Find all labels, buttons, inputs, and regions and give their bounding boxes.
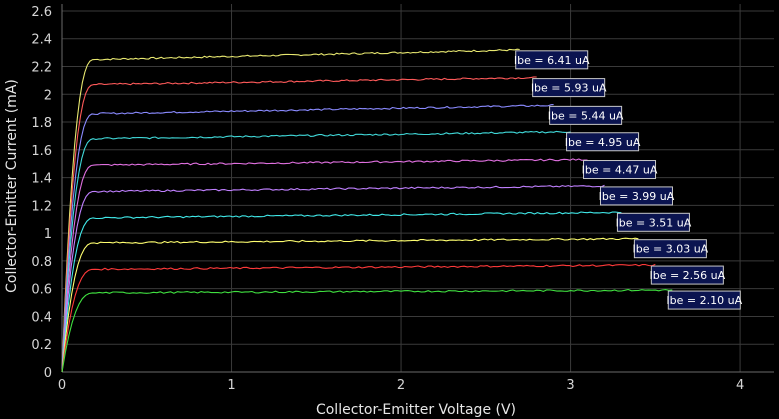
series-label: Ibe = 2.56 uA	[649, 265, 726, 285]
series-labels: Ibe = 6.41 uA Ibe = 5.93 uA Ibe = 5.44 uA I…	[514, 50, 743, 310]
series-line	[61, 48, 520, 373]
curves	[61, 48, 673, 373]
series-label: Ibe = 3.03 uA	[633, 239, 709, 259]
series-line	[61, 130, 571, 373]
series-label-text: Ibe = 3.51 uA	[616, 216, 692, 229]
series-label-text: Ibe = 2.10 uA	[666, 294, 742, 307]
series-label-box	[599, 186, 673, 206]
series-line	[61, 288, 673, 373]
series-label: Ibe = 5.93 uA	[531, 78, 607, 98]
y-tick-label: 1.8	[31, 116, 52, 131]
series-label-box	[667, 290, 741, 310]
y-tick-label: 2.4	[31, 33, 52, 48]
y-tick-label: 2	[44, 88, 52, 103]
series-label-box	[650, 265, 724, 285]
series-label: Ibe = 3.51 uA	[616, 212, 692, 232]
y-tick-label: 0.6	[31, 283, 52, 298]
x-tick-label: 1	[227, 378, 235, 393]
series-line	[61, 184, 605, 373]
series-label: Ibe = 5.44 uA	[548, 105, 624, 125]
y-tick-label: 2.2	[31, 60, 52, 75]
x-axis-title: Collector-Emitter Voltage (V)	[316, 402, 516, 418]
y-tick-label: 1.2	[31, 199, 52, 214]
x-tick-label: 0	[58, 378, 66, 393]
x-tick-label: 2	[397, 378, 405, 393]
series-label-text: Ibe = 6.41 uA	[514, 54, 590, 67]
x-tick-label: 4	[736, 378, 744, 393]
series-label: Ibe = 4.95 uA	[565, 132, 641, 152]
series-line	[61, 211, 622, 373]
series-line	[61, 104, 554, 373]
series-label: Ibe = 4.47 uA	[582, 160, 658, 180]
series-label-text: Ibe = 4.95 uA	[565, 136, 641, 149]
series-label-text: Ibe = 5.44 uA	[548, 109, 624, 122]
y-tick-label: 0.4	[31, 310, 52, 325]
y-tick-label: 0.2	[31, 338, 52, 353]
series-label-text: Ibe = 5.93 uA	[531, 82, 607, 95]
tick-labels: 0 1 2 3 4 0 0.2 0.4 0.6 0.8 1 1.2 1.4 1.6 1.8 2 2.2 2.4 2.…	[31, 5, 744, 393]
series-label-box	[566, 132, 640, 152]
y-tick-label: 1.4	[31, 172, 52, 187]
y-axis-title: Collector-Emitter Current (mA)	[4, 79, 20, 293]
y-tick-label: 0	[44, 366, 52, 381]
series-label: Ibe = 2.10 uA	[666, 290, 743, 310]
x-tick-label: 3	[566, 378, 574, 393]
series-line	[61, 158, 588, 373]
series-label-text: Ibe = 2.56 uA	[649, 269, 725, 282]
series-label: Ibe = 3.99 uA	[599, 186, 675, 206]
series-label: Ibe = 6.41 uA	[514, 50, 590, 70]
y-tick-label: 2.6	[31, 5, 52, 20]
series-label-box	[549, 105, 623, 125]
series-label-box	[532, 78, 606, 98]
series-label-box	[515, 50, 589, 70]
series-line	[61, 237, 639, 373]
series-label-box	[583, 160, 657, 180]
series-label-text: Ibe = 3.03 uA	[633, 243, 709, 256]
series-label-box	[633, 239, 707, 259]
series-label-text: Ibe = 4.47 uA	[582, 164, 658, 177]
series-line	[61, 263, 656, 373]
series-line	[61, 76, 537, 373]
y-tick-label: 0.8	[31, 255, 52, 270]
series-label-text: Ibe = 3.99 uA	[599, 190, 675, 203]
y-tick-label: 1	[44, 227, 52, 242]
series-label-box	[616, 212, 690, 232]
y-tick-label: 1.6	[31, 144, 52, 159]
